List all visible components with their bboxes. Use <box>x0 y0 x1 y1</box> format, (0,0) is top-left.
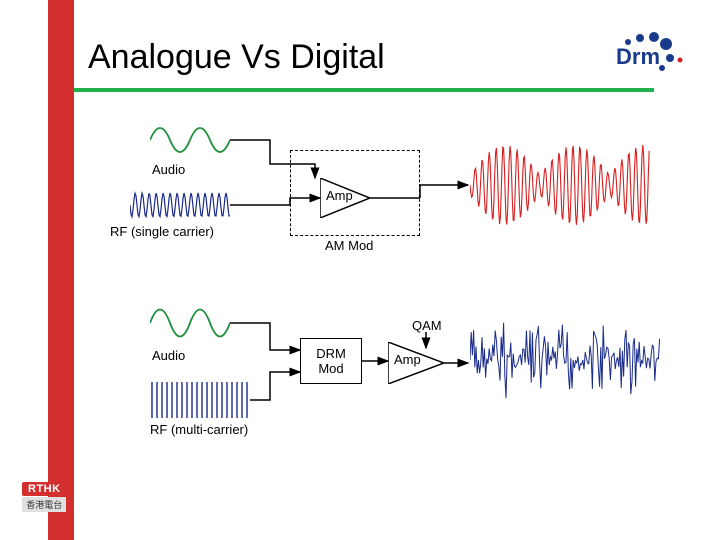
drm-logo: Drm <box>610 30 696 89</box>
page-title: Analogue Vs Digital <box>88 38 385 77</box>
rthk-logo-bottom: 香港電台 <box>22 497 66 512</box>
diagram-area: Audio RF (single carrier) AM Mod Amp Aud… <box>110 120 670 500</box>
rthk-logo-top: RTHK <box>22 482 67 496</box>
title-underline <box>74 88 654 92</box>
rthk-logo: RTHK 香港電台 <box>22 482 67 512</box>
red-accent-bar <box>48 0 74 540</box>
drm-logo-text: Drm <box>616 44 660 69</box>
diagram-wires <box>110 120 670 500</box>
